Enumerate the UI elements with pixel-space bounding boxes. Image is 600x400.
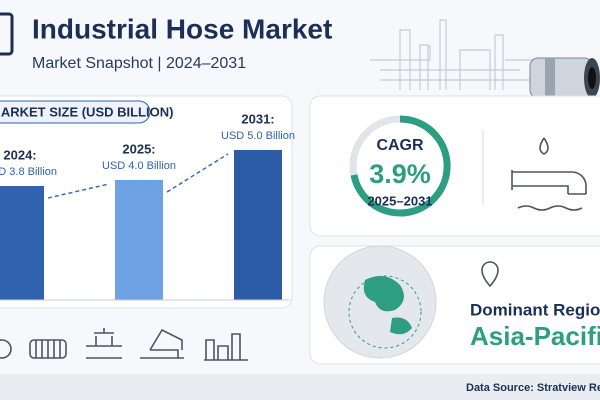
chart-title: MARKET SIZE (USD BILLION) <box>0 104 173 119</box>
footer-band <box>0 374 600 400</box>
section-pill <box>0 100 151 124</box>
trend-arrow <box>166 153 229 193</box>
source: Data Source: Stratview Research <box>466 382 600 394</box>
cagr-period: 2025–2031 <box>367 193 432 208</box>
category-label: 2031: <box>241 111 274 126</box>
region-label: Dominant Region: <box>470 300 600 319</box>
cagr-label: CAGR <box>376 137 424 154</box>
bar-chart: 2024: USD 3.8 Billion 2025: USD 4.0 Billion… <box>0 111 295 301</box>
value-label: USD 5.0 Billion <box>221 130 295 142</box>
hose-fitting <box>529 57 600 99</box>
cagr-ring-arc <box>350 115 451 217</box>
location-pin <box>481 261 499 288</box>
bar <box>115 180 163 300</box>
bar <box>0 186 44 300</box>
application-icons <box>0 328 248 361</box>
cagr-value: 3.9% <box>369 159 431 189</box>
header-icon <box>0 12 14 56</box>
pipe-icon <box>511 137 587 211</box>
title: Industrial Hose Market <box>32 13 332 44</box>
value-label: USD 4.0 Billion <box>102 160 176 172</box>
category-label: 2024: <box>3 147 36 162</box>
asia-pacific-shape <box>363 276 412 335</box>
category-label: 2025: <box>122 141 155 156</box>
cagr-panel <box>309 95 600 237</box>
value-label: USD 3.8 Billion <box>0 166 57 178</box>
bar <box>234 150 282 300</box>
region-name: Asia-Pacific <box>470 321 600 351</box>
highlight-ring <box>348 275 422 349</box>
trend-arrow <box>47 183 110 199</box>
subtitle: Market Snapshot | 2024–2031 <box>32 55 246 72</box>
refinery-sketch <box>370 19 535 90</box>
